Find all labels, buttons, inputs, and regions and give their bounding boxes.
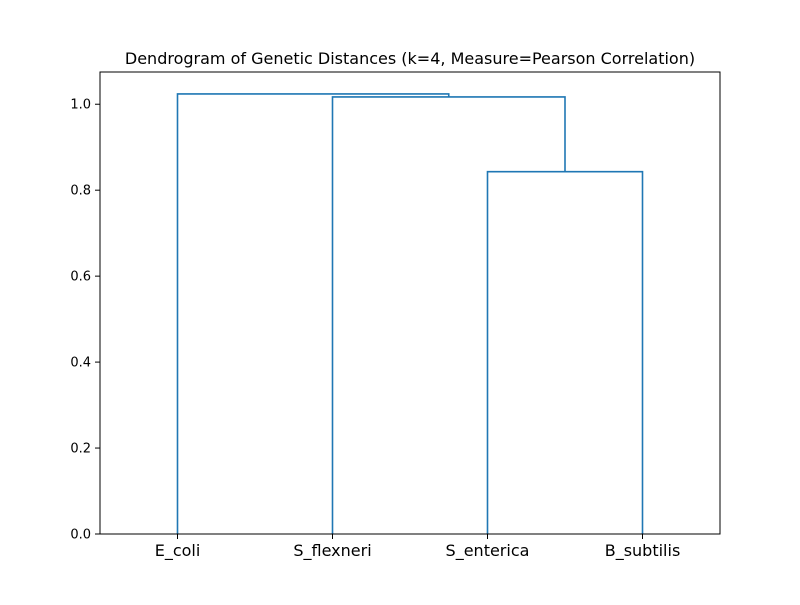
y-tick-label: 1.0 xyxy=(70,98,91,113)
y-tick-label: 0.0 xyxy=(70,528,91,543)
y-tick-label: 0.8 xyxy=(70,184,91,199)
x-axis: E_coli S_flexneri S_enterica B_subtilis xyxy=(155,534,681,561)
leaf-label-s-enterica: S_enterica xyxy=(446,541,530,561)
leaf-label-b-subtilis: B_subtilis xyxy=(605,541,681,561)
y-tick-label: 0.6 xyxy=(70,270,91,285)
leaf-label-s-flexneri: S_flexneri xyxy=(293,541,371,561)
dendrogram-links xyxy=(176,93,644,534)
dendrogram-link-3 xyxy=(176,93,450,534)
y-tick-label: 0.2 xyxy=(70,442,91,457)
dendrogram-link-1 xyxy=(486,170,644,534)
dendrogram-link-2 xyxy=(331,96,566,534)
chart-title: Dendrogram of Genetic Distances (k=4, Me… xyxy=(125,49,695,68)
y-tick-label: 0.4 xyxy=(70,356,91,371)
plot-frame xyxy=(99,71,721,535)
y-axis: 0.0 0.2 0.4 0.6 0.8 1.0 xyxy=(70,98,100,543)
leaf-label-e-coli: E_coli xyxy=(155,541,201,561)
